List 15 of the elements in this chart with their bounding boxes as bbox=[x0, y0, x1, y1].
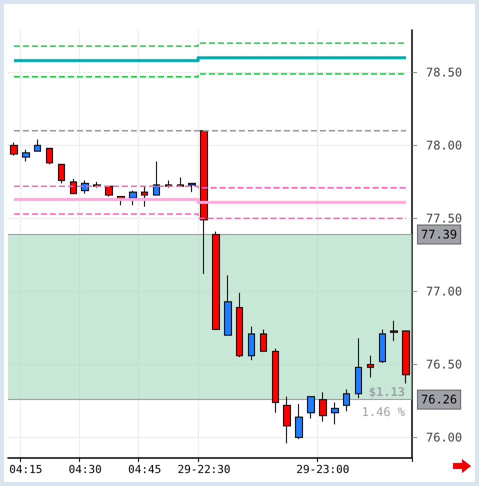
y-tick-label: 77.50 bbox=[426, 211, 462, 226]
annotation: $1.13 bbox=[368, 385, 405, 399]
x-tick-label: 04:30 bbox=[68, 463, 102, 476]
x-tick-label: 29-22:30 bbox=[178, 463, 231, 476]
y-tick-label: 78.00 bbox=[426, 138, 462, 152]
y-tick-label: 76.00 bbox=[426, 430, 462, 445]
x-tick-label: 04:15 bbox=[9, 463, 42, 476]
ref-line-label: 77.39 bbox=[421, 228, 458, 242]
y-tick-label: 78.50 bbox=[426, 65, 462, 80]
annotation: 1.46 % bbox=[362, 405, 406, 419]
y-tick-label: 77.00 bbox=[426, 284, 462, 298]
y-tick-label: 76.50 bbox=[426, 358, 462, 372]
x-tick-label: 04:45 bbox=[128, 463, 162, 476]
x-tick-label: 29-23:00 bbox=[296, 463, 350, 476]
ref-line-label: 76.26 bbox=[421, 392, 458, 407]
